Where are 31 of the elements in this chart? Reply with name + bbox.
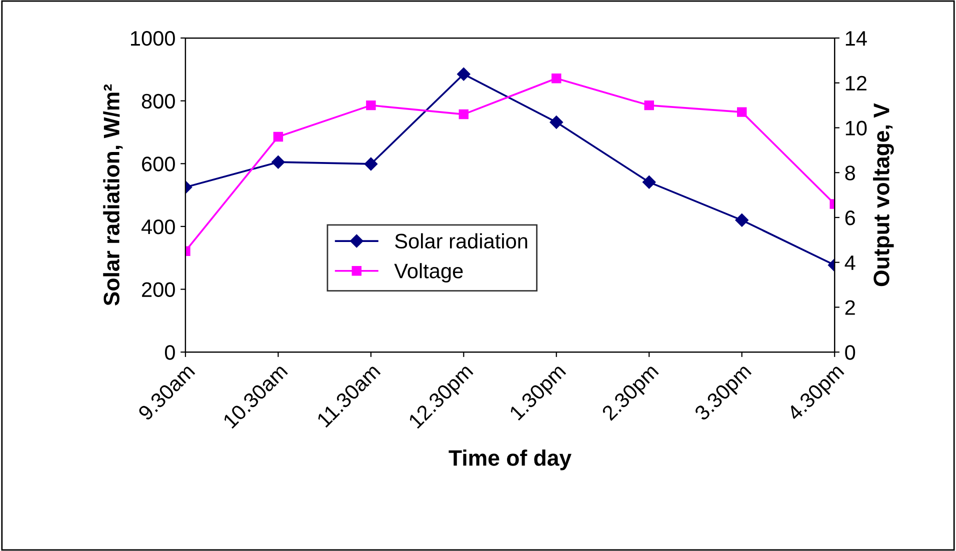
y2-tick-label: 8 [845, 166, 855, 180]
y-tick-label: 200 [142, 282, 175, 298]
y-axis-title: Solar radiation, W/m² [103, 84, 123, 306]
y2-tick-label: 6 [845, 210, 855, 226]
legend-label: Solar radiation [395, 233, 528, 249]
y2-tick-label: 10 [846, 120, 867, 136]
point [273, 132, 284, 142]
y2-tick-label: 0 [845, 345, 856, 360]
point [644, 100, 654, 110]
legend-label: Voltage [394, 263, 463, 282]
y2-tick-label: 14 [846, 31, 867, 46]
y2-tick-label: 4 [844, 256, 856, 270]
point [272, 155, 285, 169]
x-axis-title: Time of day [448, 450, 572, 470]
y2-tick-label: 2 [845, 300, 855, 315]
point [364, 157, 378, 171]
point [735, 214, 748, 227]
point [736, 107, 747, 117]
y2-axis-title: Output voltage, V [873, 103, 894, 286]
point [457, 68, 470, 81]
y2-tick-label: 12 [846, 76, 866, 90]
y-tick-label: 600 [142, 156, 175, 172]
point [642, 176, 656, 189]
point [550, 116, 563, 129]
y-tick-label: 800 [142, 94, 175, 109]
point [366, 100, 376, 110]
point [552, 74, 562, 84]
y-tick-label: 400 [141, 219, 175, 234]
y-tick-label: 0 [164, 345, 175, 360]
point [458, 109, 469, 120]
y-tick-label: 1000 [130, 31, 175, 46]
